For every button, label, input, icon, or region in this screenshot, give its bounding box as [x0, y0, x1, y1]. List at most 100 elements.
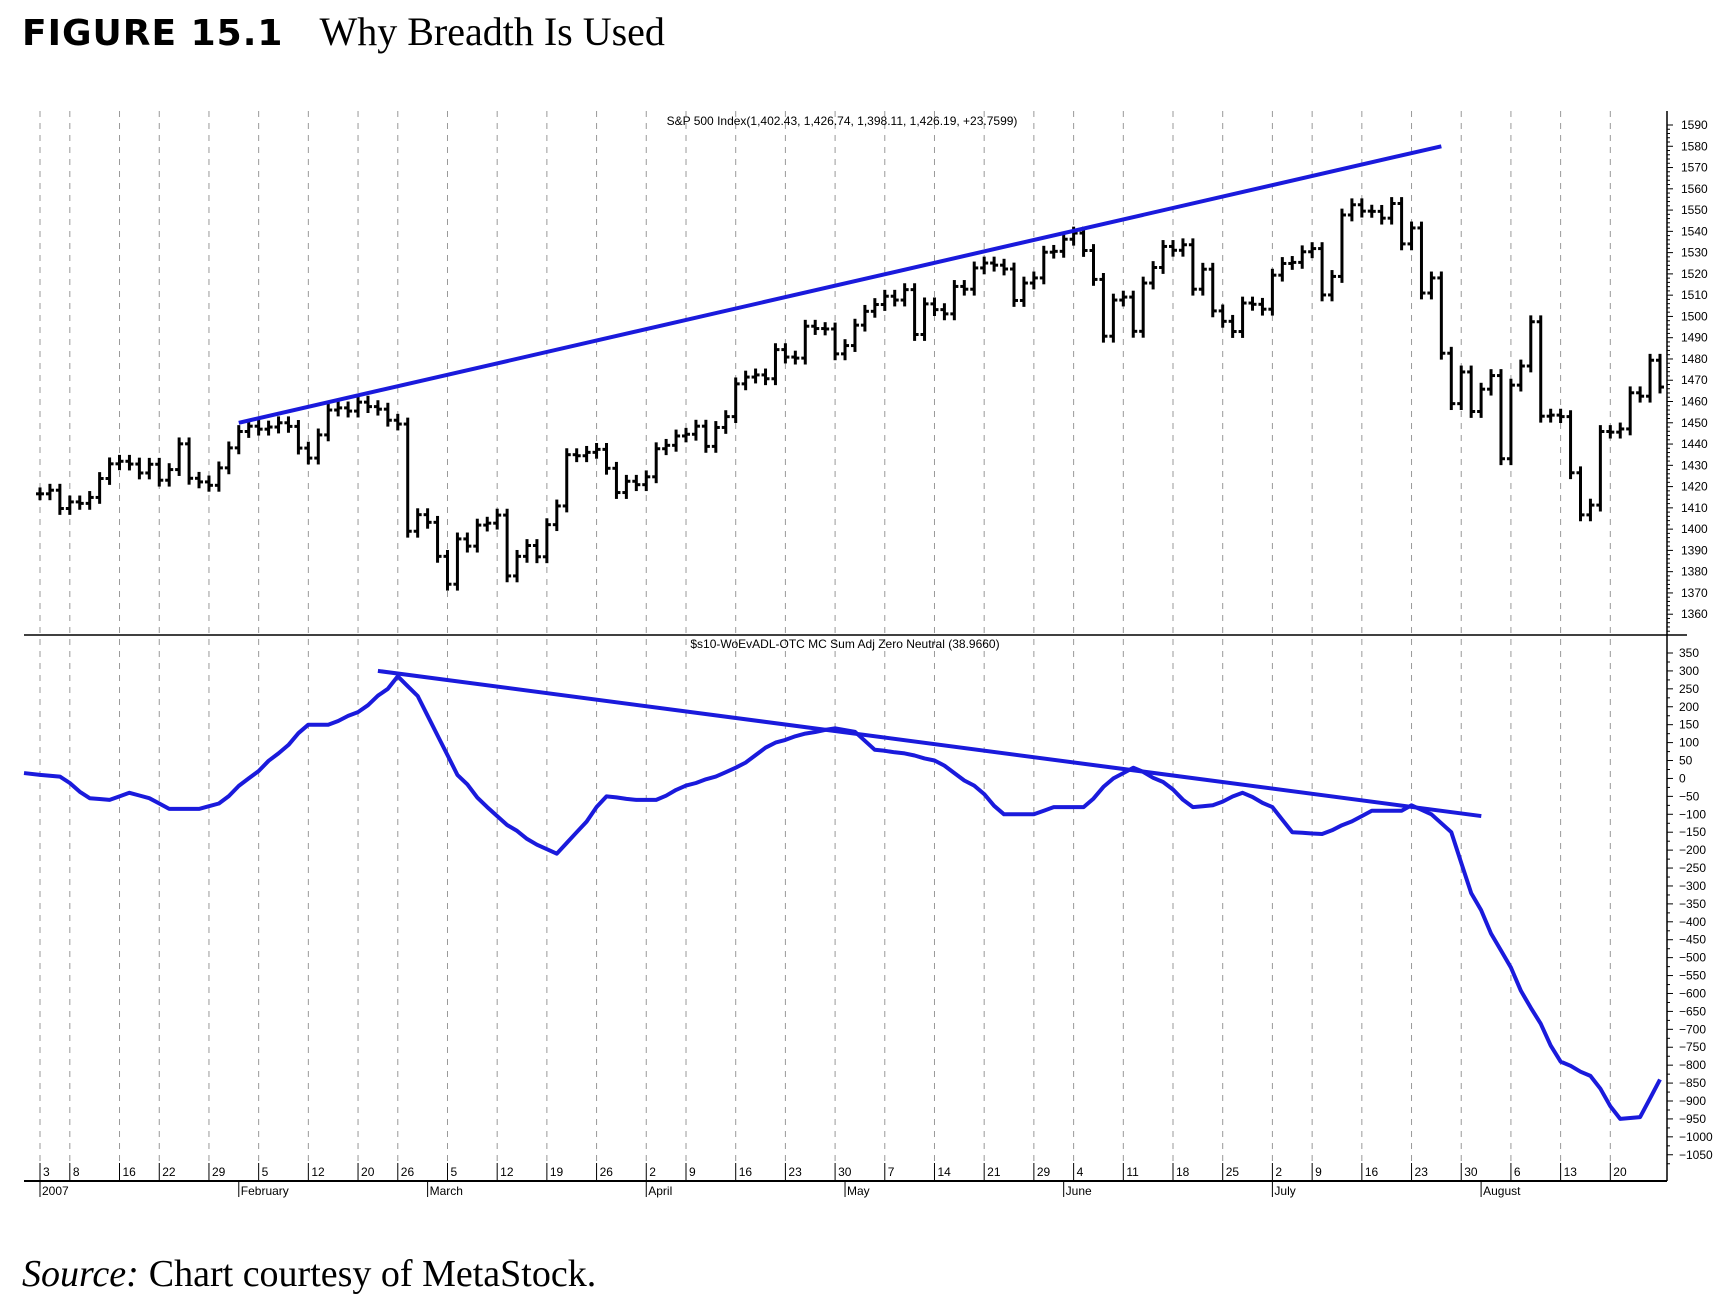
- figure-name: Why Breadth Is Used: [319, 9, 665, 54]
- indicator-line: [23, 674, 1662, 1121]
- day-tick-label: 23: [1415, 1165, 1429, 1179]
- indicator-ytick-label: −550: [1679, 969, 1706, 983]
- day-tick-label: 20: [1613, 1165, 1627, 1179]
- indicator-ytick-label: −50: [1679, 789, 1700, 803]
- price-ytick-label: 1560: [1681, 182, 1708, 196]
- indicator-ytick-label: 250: [1679, 682, 1699, 696]
- month-tick-label: April: [648, 1184, 672, 1198]
- day-tick-label: 19: [550, 1165, 564, 1179]
- price-ytick-label: 1510: [1681, 288, 1708, 302]
- price-ytick-label: 1360: [1681, 607, 1708, 621]
- indicator-ytick-label: −200: [1679, 843, 1706, 857]
- indicator-ytick-label: 300: [1679, 664, 1699, 678]
- day-tick-label: 4: [1077, 1165, 1084, 1179]
- price-ytick-label: 1540: [1681, 224, 1708, 238]
- day-tick-label: 12: [500, 1165, 514, 1179]
- day-tick-label: 25: [1226, 1165, 1240, 1179]
- price-ytick-label: 1410: [1681, 501, 1708, 515]
- day-tick-label: 20: [361, 1165, 375, 1179]
- indicator-ytick-label: −450: [1679, 933, 1706, 947]
- price-ytick-label: 1580: [1681, 139, 1708, 153]
- price-ytick-label: 1590: [1681, 118, 1708, 132]
- source-caption: Source: Chart courtesy of MetaStock.: [22, 1252, 596, 1296]
- indicator-ytick-label: −1000: [1679, 1130, 1713, 1144]
- indicator-ytick-label: −250: [1679, 861, 1706, 875]
- indicator-ytick-label: −850: [1679, 1076, 1706, 1090]
- day-tick-label: 3: [43, 1165, 50, 1179]
- price-ytick-label: 1530: [1681, 246, 1708, 260]
- price-ytick-label: 1390: [1681, 543, 1708, 557]
- price-ytick-label: 1500: [1681, 309, 1708, 323]
- indicator-ytick-label: 200: [1679, 700, 1699, 714]
- price-ytick-label: 1480: [1681, 352, 1708, 366]
- indicator-ytick-label: 350: [1679, 646, 1699, 660]
- price-ytick-label: 1380: [1681, 565, 1708, 579]
- month-tick-label: March: [430, 1184, 463, 1198]
- indicator-panel-title: $s10-WoEvADL-OTC MC Sum Adj Zero Neutral…: [690, 637, 999, 651]
- price-panel-title: S&P 500 Index(1,402.43, 1,426.74, 1,398.…: [667, 114, 1018, 128]
- day-tick-label: 11: [1126, 1165, 1139, 1179]
- indicator-ytick-label: −900: [1679, 1094, 1706, 1108]
- month-tick-label: August: [1483, 1184, 1521, 1198]
- day-tick-label: 12: [311, 1165, 325, 1179]
- indicator-ytick-label: 0: [1679, 771, 1686, 785]
- indicator-ytick-label: −150: [1679, 825, 1706, 839]
- day-tick-label: 2: [1275, 1165, 1282, 1179]
- price-ytick-label: 1450: [1681, 416, 1708, 430]
- price-ytick-label: 1400: [1681, 522, 1708, 536]
- indicator-ytick-label: 50: [1679, 754, 1693, 768]
- indicator-ytick-label: −300: [1679, 879, 1706, 893]
- day-tick-label: 2: [649, 1165, 656, 1179]
- day-tick-label: 26: [401, 1165, 415, 1179]
- day-tick-label: 18: [1176, 1165, 1190, 1179]
- day-tick-label: 6: [1514, 1165, 1521, 1179]
- day-tick-label: 9: [1315, 1165, 1322, 1179]
- day-tick-label: 8: [73, 1165, 80, 1179]
- indicator-ytick-label: −800: [1679, 1058, 1706, 1072]
- day-tick-label: 21: [987, 1165, 1001, 1179]
- indicator-ytick-label: −950: [1679, 1112, 1706, 1126]
- source-text: Chart courtesy of MetaStock.: [148, 1253, 597, 1295]
- price-ytick-label: 1440: [1681, 437, 1708, 451]
- day-tick-label: 30: [838, 1165, 852, 1179]
- day-tick-label: 16: [123, 1165, 137, 1179]
- day-tick-label: 30: [1464, 1165, 1478, 1179]
- indicator-ytick-label: 100: [1679, 736, 1699, 750]
- day-tick-label: 14: [937, 1165, 951, 1179]
- price-ytick-label: 1460: [1681, 395, 1708, 409]
- price-ytick-label: 1490: [1681, 331, 1708, 345]
- day-tick-label: 5: [450, 1165, 457, 1179]
- month-tick-label: July: [1274, 1184, 1295, 1198]
- indicator-ytick-label: −650: [1679, 1004, 1706, 1018]
- day-tick-label: 9: [689, 1165, 696, 1179]
- price-ytick-label: 1420: [1681, 480, 1708, 494]
- indicator-ytick-label: 150: [1679, 718, 1699, 732]
- month-tick-label: May: [847, 1184, 870, 1198]
- indicator-ytick-label: −100: [1679, 807, 1706, 821]
- indicator-ytick-label: −600: [1679, 986, 1706, 1000]
- price-ytick-label: 1550: [1681, 203, 1708, 217]
- day-tick-label: 23: [788, 1165, 802, 1179]
- price-ytick-label: 1430: [1681, 458, 1708, 472]
- price-ytick-label: 1570: [1681, 161, 1708, 175]
- indicator-ytick-label: −400: [1679, 915, 1706, 929]
- day-tick-label: 16: [739, 1165, 753, 1179]
- day-tick-label: 22: [162, 1165, 176, 1179]
- source-label: Source:: [22, 1253, 139, 1295]
- day-tick-label: 5: [262, 1165, 269, 1179]
- indicator-trendline: [377, 668, 1482, 819]
- figure-title: FIGURE 15.1 Why Breadth Is Used: [22, 8, 665, 55]
- indicator-ytick-label: −1050: [1679, 1148, 1713, 1162]
- day-tick-label: 29: [1037, 1165, 1051, 1179]
- month-tick-label: February: [241, 1184, 289, 1198]
- day-tick-label: 16: [1365, 1165, 1379, 1179]
- day-tick-label: 7: [888, 1165, 895, 1179]
- month-tick-label: June: [1066, 1184, 1092, 1198]
- indicator-ytick-label: −700: [1679, 1022, 1706, 1036]
- price-ytick-label: 1520: [1681, 267, 1708, 281]
- indicator-ytick-label: −750: [1679, 1040, 1706, 1054]
- price-trendline: [238, 144, 1442, 425]
- day-tick-label: 26: [600, 1165, 614, 1179]
- day-tick-label: 13: [1564, 1165, 1578, 1179]
